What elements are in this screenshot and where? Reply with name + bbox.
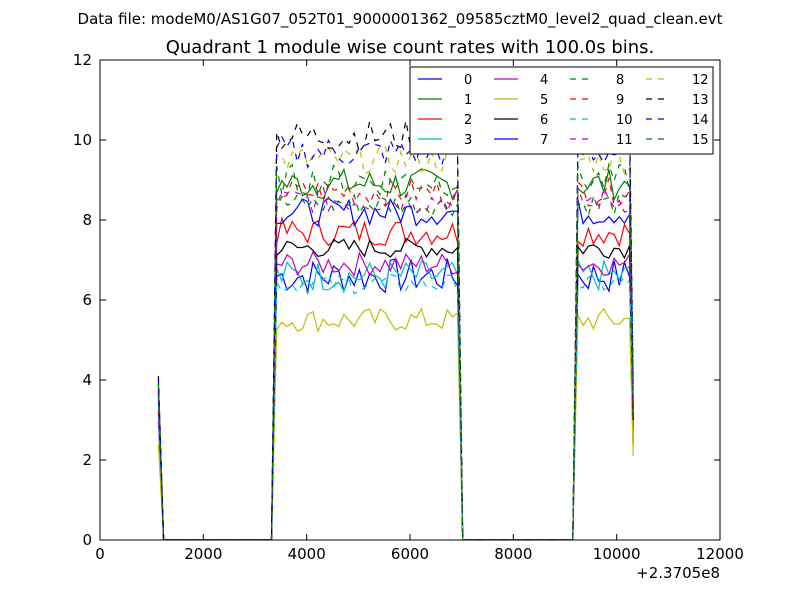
legend-label: 14 [692, 113, 709, 128]
series-line-0 [157, 258, 634, 540]
series-line-15 [157, 162, 634, 540]
legend-label: 13 [692, 93, 709, 108]
legend-label: 4 [540, 73, 548, 88]
legend-label: 10 [616, 113, 633, 128]
series-line-11 [157, 184, 634, 540]
y-tick-label: 12 [73, 51, 92, 69]
series-line-5 [157, 307, 634, 540]
series-line-2 [157, 216, 634, 540]
series-layer [157, 120, 634, 540]
series-line-9 [157, 176, 634, 540]
legend-label: 9 [616, 93, 624, 108]
x-tick-label: 8000 [494, 545, 532, 563]
legend-label: 2 [464, 113, 472, 128]
x-tick-label: 10000 [593, 545, 641, 563]
y-tick-label: 10 [73, 131, 92, 149]
x-tick-label: 6000 [391, 545, 429, 563]
x-tick-label: 12000 [696, 545, 744, 563]
legend-label: 3 [464, 133, 472, 148]
x-tick-label: 4000 [288, 545, 326, 563]
y-tick-label: 8 [82, 211, 92, 229]
series-line-1 [157, 167, 634, 540]
legend-label: 6 [540, 113, 548, 128]
legend-label: 0 [464, 73, 472, 88]
series-line-6 [157, 237, 634, 540]
legend-label: 7 [540, 133, 548, 148]
y-tick-label: 4 [82, 371, 92, 389]
legend-label: 11 [616, 133, 633, 148]
series-line-4 [157, 250, 634, 540]
x-tick-label: 0 [95, 545, 105, 563]
legend-label: 12 [692, 73, 709, 88]
x-axis: 0 2000 4000 6000 8000 10000 12000 [95, 60, 744, 563]
legend-label: 1 [464, 93, 472, 108]
y-tick-label: 0 [82, 531, 92, 549]
x-tick-label: 2000 [184, 545, 222, 563]
series-line-14 [157, 135, 634, 540]
chart-title: Quadrant 1 module wise count rates with … [166, 37, 655, 58]
legend-label: 5 [540, 93, 548, 108]
series-line-3 [157, 258, 634, 540]
series-line-8 [157, 191, 634, 540]
series-line-7 [157, 197, 634, 540]
figure-suptitle: Data file: modeM0/AS1G07_052T01_90000013… [78, 10, 723, 29]
legend-label: 15 [692, 133, 709, 148]
y-tick-label: 2 [82, 451, 92, 469]
series-line-12 [157, 145, 634, 540]
legend-label: 8 [616, 73, 624, 88]
legend-box [409, 66, 714, 155]
series-line-10 [157, 273, 634, 540]
series-line-13 [157, 120, 634, 540]
x-offset-label: +2.3705e8 [636, 564, 720, 582]
y-tick-label: 6 [82, 291, 92, 309]
